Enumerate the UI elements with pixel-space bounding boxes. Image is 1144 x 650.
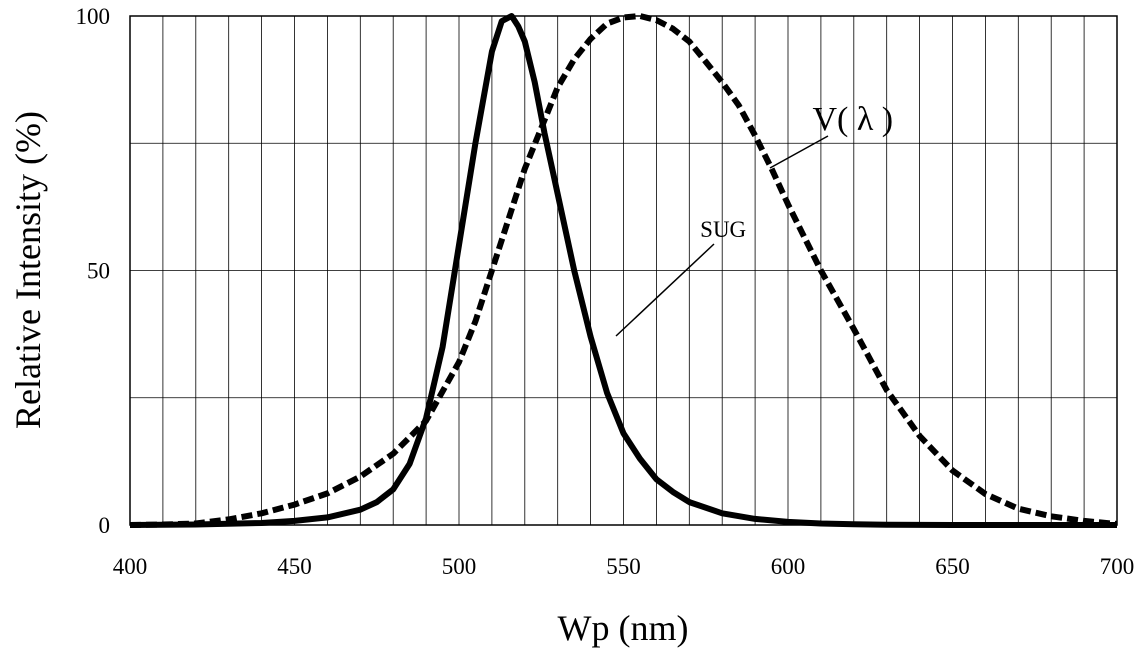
x-tick-label: 400 xyxy=(113,554,148,579)
x-tick-label: 600 xyxy=(771,554,806,579)
annotation-v-lambda: V( λ ) xyxy=(812,101,893,138)
tick-labels: 400 450 500 550 600 650 700 0 50 100 xyxy=(76,4,1135,579)
annotation-sug: SUG xyxy=(700,217,746,242)
x-tick-label: 700 xyxy=(1100,554,1135,579)
x-tick-label: 550 xyxy=(606,554,641,579)
plot-frame xyxy=(129,15,1118,526)
series-line-sug xyxy=(129,13,1117,528)
leader-line-v-lambda xyxy=(769,135,829,169)
leader-line-sug xyxy=(615,243,715,337)
x-axis-title: Wp (nm) xyxy=(558,608,689,648)
x-tick-label: 450 xyxy=(277,554,312,579)
y-tick-label: 0 xyxy=(99,513,111,538)
x-tick-label: 500 xyxy=(442,554,477,579)
annotations: V( λ ) SUG xyxy=(615,101,893,337)
y-tick-label: 100 xyxy=(76,4,111,29)
grid xyxy=(130,16,1117,525)
x-tick-label: 650 xyxy=(935,554,970,579)
series-line-v-lambda xyxy=(129,13,1118,528)
y-axis-title: Relative Intensity (%) xyxy=(8,111,48,429)
y-tick-label: 50 xyxy=(87,259,110,284)
series-layer xyxy=(129,13,1118,528)
